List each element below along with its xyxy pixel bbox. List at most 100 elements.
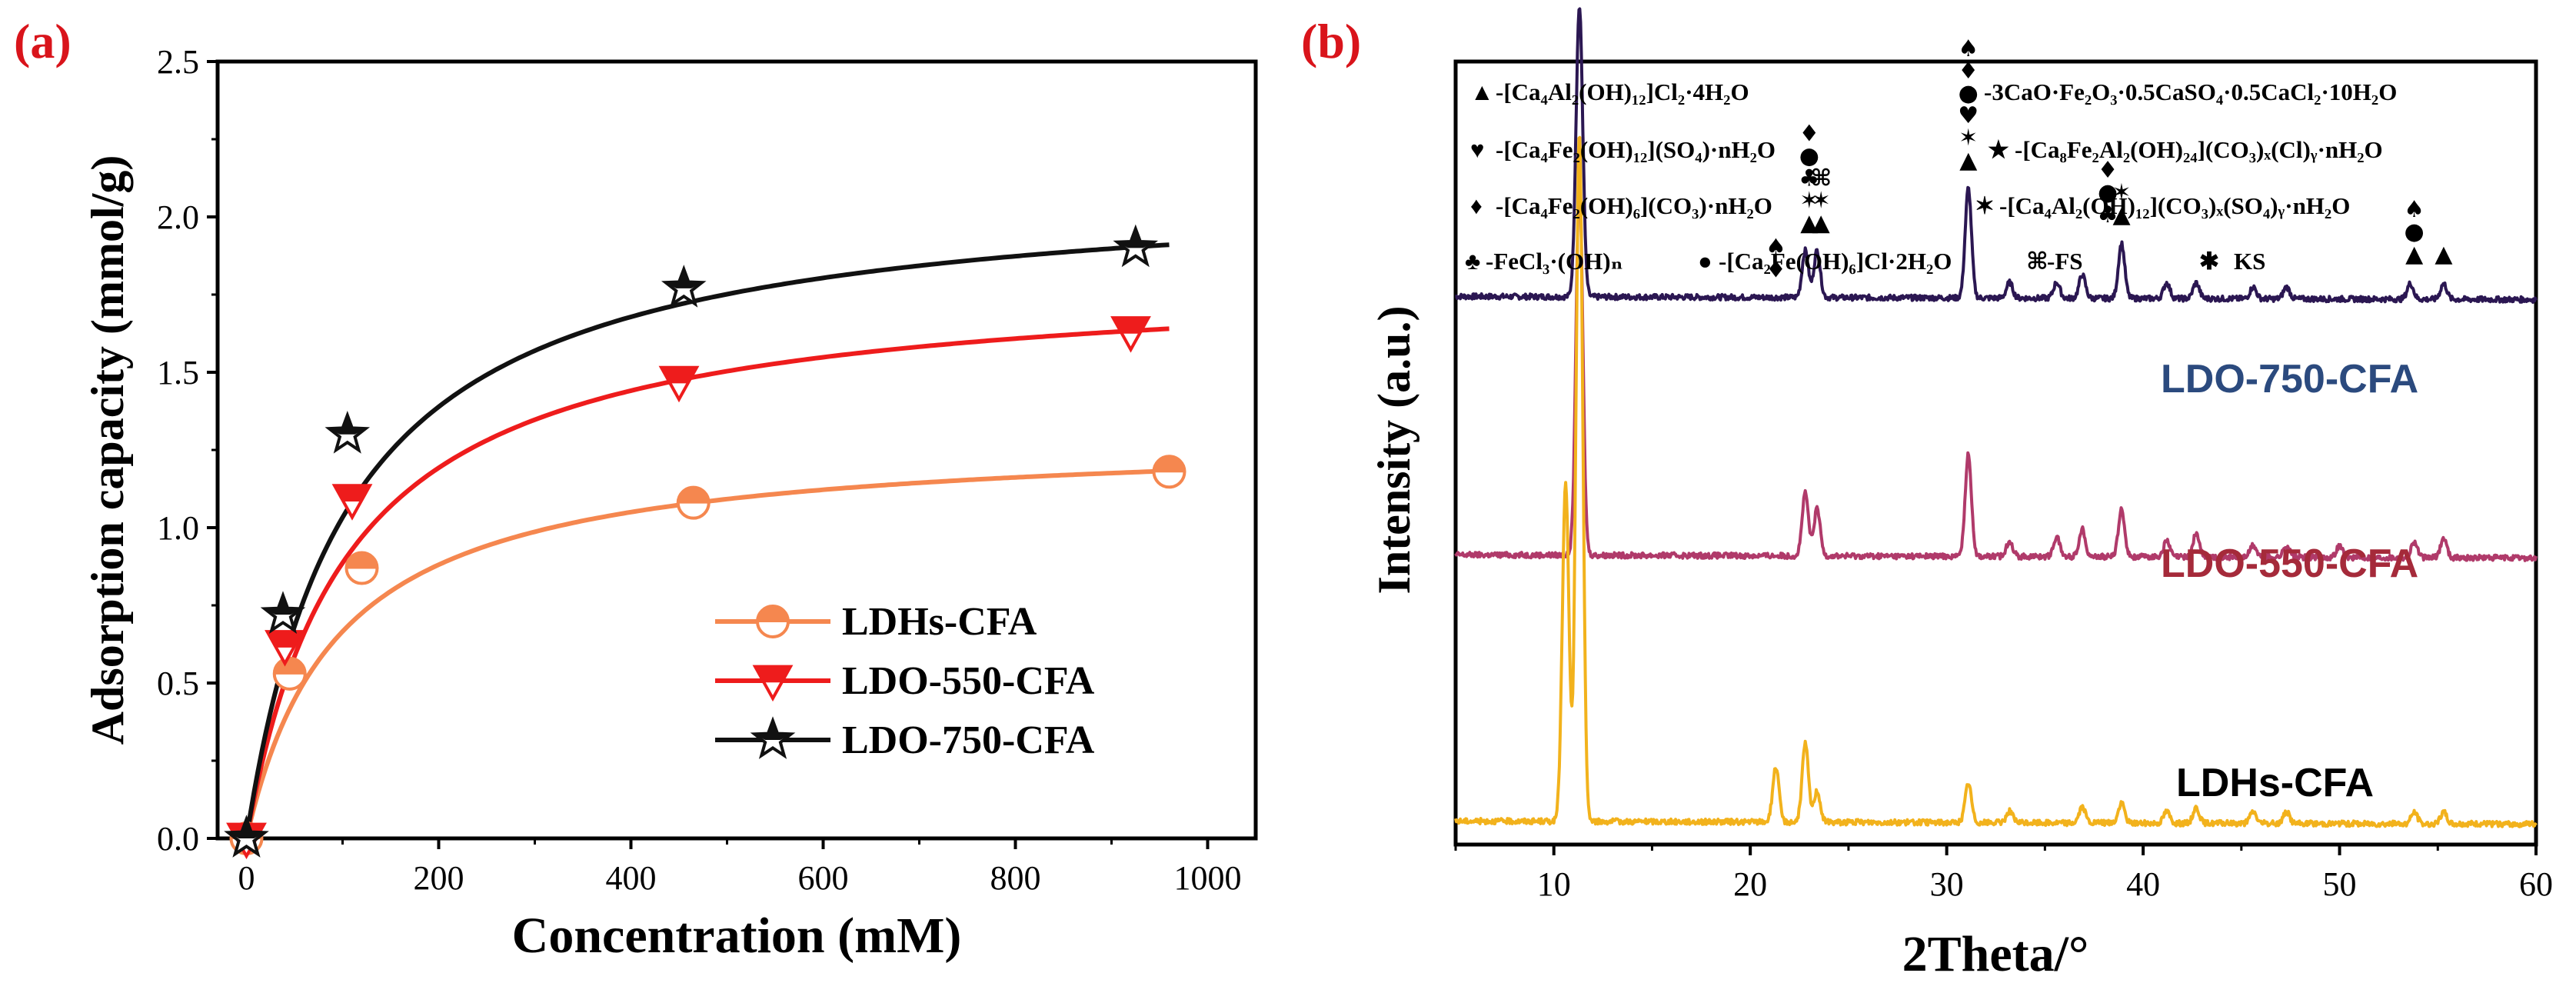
peak-annotations: ♥♣●♦▲✶✶★✱♦♠▲✶♣●♦▲✶⌘▲✶♥●♦♠♣●♦▲✶▲●♠▲	[1766, 35, 2453, 284]
xrd-patterns	[1454, 7, 2538, 828]
phase-symbol: ✶	[1975, 192, 1995, 219]
legend-entry-ldhs-cfa: LDHs-CFA	[715, 600, 1037, 644]
fit-curve	[244, 242, 1170, 839]
phase-formula: -[Ca₄Al₂(OH)₁₂](CO₃)ₓ(SO₄)ᵧ·nH₂O	[1999, 192, 2350, 219]
peak-annotation-symbol: ✶	[1959, 125, 1978, 152]
x-tick-label: 20	[1733, 865, 1767, 903]
peak-annotation-symbol: ♠	[1766, 234, 1786, 261]
phase-legend-entry: ✶ -[Ca₄Al₂(OH)₁₂](CO₃)ₓ(SO₄)ᵧ·nH₂O	[1975, 192, 2350, 219]
x-tick-label: 10	[1537, 865, 1571, 903]
series-label-ldhs-cfa: LDHs-CFA	[2176, 761, 2374, 805]
peak-annotation-symbol: ♠	[2404, 196, 2425, 223]
phase-symbol: ⌘	[2026, 248, 2048, 275]
peak-annotation-symbol: ♣	[2098, 202, 2118, 228]
data-point	[750, 716, 796, 759]
xrd-pattern-line	[1454, 135, 2538, 828]
phase-formula: KS	[2234, 248, 2265, 275]
axis-ticks-a: 0 200 400 600 800 1000 0.0 0.5 1.0 1.5 2.0 2.5	[157, 43, 1242, 897]
peak-annotation-symbol: ♥	[1958, 102, 1979, 129]
legend-entry-ldo-550-cfa: LDO-550-CFA	[715, 659, 1095, 703]
series-label-ldo-750-cfa: LDO-750-CFA	[2161, 357, 2418, 402]
fit-curve	[244, 468, 1170, 839]
peak-annotation-symbol: ●	[1799, 142, 1819, 169]
phase-formula: -FS	[2047, 248, 2083, 275]
legend-a: LDHs-CFA LDO-550-CFA LDO-750-CFA	[715, 600, 1095, 762]
y-axis-title-a: Adsorption capacity (mmol/g)	[82, 155, 133, 745]
plot-area-b	[1453, 59, 2538, 847]
peak-annotation-symbol: ✶	[1799, 187, 1819, 214]
data-point	[661, 265, 707, 308]
data-point	[1110, 316, 1151, 353]
x-tick-label: 0	[238, 859, 255, 897]
peak-annotation-symbol: ●	[2405, 218, 2425, 245]
panel-b-label: (b)	[1301, 14, 1361, 68]
peak-annotation-symbol: ▲	[1812, 209, 1830, 236]
phase-legend-entry: ★ -[Ca₈Fe₂Al₂(OH)₂₄](CO₃)ₓ(Cl)ᵧ·nH₂O	[1988, 136, 2383, 163]
peak-annotation-symbol: ♦	[1958, 58, 1979, 85]
data-point	[331, 484, 373, 521]
phase-symbol: ✱	[2199, 248, 2219, 275]
legend-label-ldo-750-cfa: LDO-750-CFA	[842, 718, 1095, 762]
data-point	[756, 605, 790, 638]
phase-symbol: ▲	[1470, 78, 1494, 105]
phase-formula: -FeCl₃·(OH)ₙ	[1486, 248, 1623, 275]
data-point	[224, 815, 269, 858]
phase-legend: ▲ -[Ca₄Al₂(OH)₁₂]Cl₂·4H₂O ♠ -3CaO·Fe₂O₃·…	[1465, 78, 2397, 275]
x-axis-title-b: 2Theta/°	[1902, 926, 2089, 982]
phase-formula: -[Ca₄Al₂(OH)₁₂]Cl₂·4H₂O	[1496, 78, 1749, 105]
peak-annotation-symbol: ●	[1959, 80, 1979, 107]
phase-formula: -[Ca₈Fe₂Al₂(OH)₂₄](CO₃)ₓ(Cl)ᵧ·nH₂O	[2015, 136, 2383, 163]
peak-annotation-symbol: ▲	[1959, 147, 1977, 174]
x-axis-title-a: Concentration (mM)	[512, 908, 962, 964]
data-point	[272, 656, 307, 691]
y-tick-label: 0.0	[157, 820, 199, 858]
data-point	[676, 485, 711, 520]
peak-annotation-symbol: ▲	[2405, 241, 2423, 268]
legend-label-ldhs-cfa: LDHs-CFA	[842, 600, 1037, 644]
phase-legend-entry: ● -[Ca₂Fe(OH)₆]Cl·2H₂O	[1698, 248, 1952, 275]
phase-formula: -[Ca₂Fe(OH)₆]Cl·2H₂O	[1719, 248, 1952, 275]
data-point	[752, 665, 794, 702]
phase-formula: -[Ca₄Fe₂(OH)₆](CO₃)·nH₂O	[1496, 192, 1772, 219]
phase-legend-entry: ♥ -[Ca₄Fe₂(OH)₁₂](SO₄)·nH₂O	[1470, 136, 1776, 163]
peak-annotation-symbol: ✶	[1812, 187, 1831, 214]
data-point	[265, 630, 305, 667]
y-tick-label: 2.0	[157, 198, 199, 236]
peak-annotation-symbol: ♦	[2098, 157, 2118, 184]
y-axis-title-b: Intensity (a.u.)	[1369, 305, 1419, 594]
x-tick-label: 40	[2126, 865, 2160, 903]
adsorption-chart: 0 200 400 600 800 1000 0.0 0.5 1.0 1.5 2.0 2.5 LDHs…	[82, 43, 1258, 964]
y-tick-label: 0.5	[157, 665, 199, 702]
phase-legend-entry: ♦ -[Ca₄Fe₂(OH)₆](CO₃)·nH₂O	[1470, 192, 1772, 219]
fit-curve	[244, 326, 1170, 839]
x-tick-label: 30	[1930, 865, 1964, 903]
data-point	[344, 551, 379, 585]
peak-annotation-symbol: ♣	[1799, 165, 1819, 192]
series-label-ldo-550-cfa: LDO-550-CFA	[2161, 541, 2418, 586]
legend-label-ldo-550-cfa: LDO-550-CFA	[842, 659, 1095, 703]
xrd-pattern-line	[1455, 7, 2538, 304]
peak-annotation-symbol: ✶	[2112, 179, 2131, 206]
x-tick-label: 600	[798, 859, 849, 897]
peak-annotation-symbol: ▲	[2112, 202, 2130, 228]
phase-formula: -3CaO·Fe₂O₃·0.5CaSO₄·0.5CaCl₂·10H₂O	[1984, 78, 2397, 105]
x-tick-label: 50	[2323, 865, 2357, 903]
phase-symbol: ●	[1698, 248, 1712, 275]
phase-symbol: ★	[1988, 136, 2009, 163]
y-tick-label: 1.5	[157, 354, 199, 392]
phase-symbol: ♠	[1965, 78, 1977, 105]
panel-a-label: (a)	[14, 14, 72, 68]
phase-legend-entry: ⌘ -FS	[2026, 248, 2083, 275]
peak-annotation-symbol: ⌘	[1810, 165, 1832, 192]
x-tick-label: 60	[2519, 865, 2553, 903]
peak-annotation-symbol: ▲	[1800, 209, 1818, 236]
data-point	[324, 411, 371, 454]
legend-entry-ldo-750-cfa: LDO-750-CFA	[715, 716, 1095, 762]
data-point	[658, 365, 700, 403]
phase-legend-entry: ♠ -3CaO·Fe₂O₃·0.5CaSO₄·0.5CaCl₂·10H₂O	[1965, 78, 2397, 105]
data-point	[1152, 455, 1186, 489]
phase-symbol: ♥	[1470, 136, 1484, 163]
data-points-a	[224, 224, 1186, 860]
